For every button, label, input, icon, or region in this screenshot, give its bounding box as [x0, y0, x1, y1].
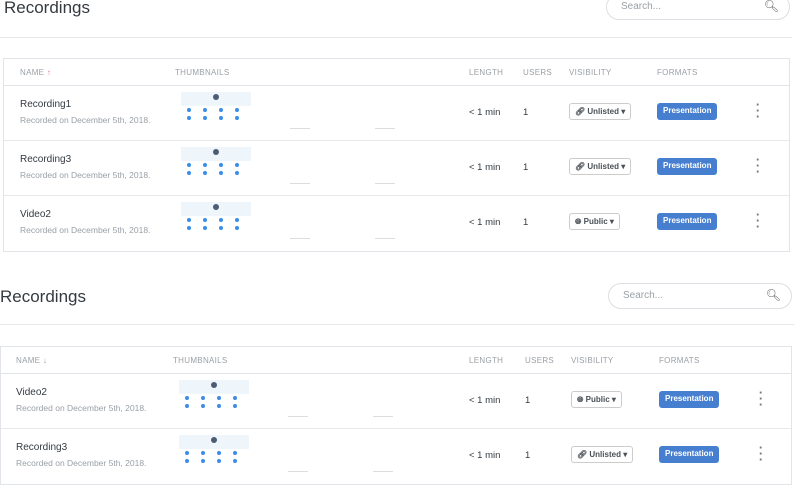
- search-placeholder: Search...: [621, 1, 662, 12]
- recordings-table: NAME ↓ THUMBNAILS LENGTH USERS VISIBILIT…: [0, 346, 792, 485]
- thumbnail-caption: [373, 416, 393, 417]
- thumbnail-caption: [375, 238, 395, 239]
- column-length[interactable]: LENGTH: [469, 68, 504, 77]
- more-options-icon[interactable]: · · ·: [758, 440, 764, 467]
- recorded-date: Recorded on December 5th, 2018.: [20, 115, 151, 125]
- column-name[interactable]: NAME ↑: [20, 68, 52, 77]
- thumbnail[interactable]: [179, 380, 249, 416]
- thumbnail-caption: [290, 238, 310, 239]
- sort-arrow-icon: ↑: [46, 68, 52, 77]
- caret-down-icon: ▾: [621, 107, 626, 116]
- search-input[interactable]: Search... 🔍︎: [606, 0, 790, 20]
- visibility-dropdown[interactable]: 🌐︎ Public ▾: [571, 391, 622, 408]
- globe-icon: 🌐︎: [575, 217, 582, 226]
- presentation-format-button[interactable]: Presentation: [659, 446, 720, 463]
- column-name[interactable]: NAME ↓: [16, 356, 48, 365]
- visibility-dropdown[interactable]: 🔗︎ Unlisted ▾: [571, 446, 634, 463]
- thumbnail-caption: [288, 416, 308, 417]
- recording-length: < 1 min: [469, 107, 501, 118]
- presentation-format-button[interactable]: Presentation: [657, 213, 718, 230]
- recording-name[interactable]: Video2: [20, 209, 51, 220]
- thumbnail-caption: [373, 471, 393, 472]
- search-icon[interactable]: 🔍︎: [763, 0, 779, 13]
- section-title: Recordings: [4, 0, 90, 17]
- search-placeholder: Search...: [623, 290, 664, 301]
- column-thumbnails: THUMBNAILS: [173, 356, 228, 365]
- recording-name[interactable]: Recording1: [20, 99, 72, 110]
- visibility-value: Unlisted: [589, 450, 621, 459]
- thumbnail[interactable]: [181, 147, 251, 183]
- thumbnail[interactable]: [181, 202, 251, 238]
- recording-users: 1: [525, 450, 531, 461]
- column-visibility[interactable]: VISIBILITY: [571, 356, 614, 365]
- presentation-format-button[interactable]: Presentation: [659, 391, 720, 408]
- recording-name[interactable]: Recording3: [20, 154, 72, 165]
- table-row: Recording1 Recorded on December 5th, 201…: [4, 86, 789, 141]
- section-title: Recordings: [0, 287, 86, 306]
- link-icon: 🔗︎: [575, 162, 586, 171]
- link-icon: 🔗︎: [577, 450, 588, 459]
- recording-name[interactable]: Recording3: [16, 442, 68, 453]
- visibility-dropdown[interactable]: 🔗︎ Unlisted ▾: [569, 103, 632, 120]
- thumbnail-caption: [375, 128, 395, 129]
- search-input[interactable]: Search... 🔍︎: [608, 283, 792, 309]
- more-options-icon[interactable]: · · ·: [755, 207, 761, 234]
- link-icon: 🔗︎: [575, 107, 586, 116]
- recorded-date: Recorded on December 5th, 2018.: [16, 458, 147, 468]
- divider: [0, 324, 794, 325]
- sort-arrow-icon: ↓: [42, 356, 48, 365]
- visibility-value: Public: [585, 395, 610, 404]
- recording-users: 1: [523, 107, 529, 118]
- more-options-icon[interactable]: · · ·: [755, 97, 761, 124]
- more-options-icon[interactable]: · · ·: [755, 152, 761, 179]
- column-formats[interactable]: FORMATS: [657, 68, 698, 77]
- visibility-value: Unlisted: [587, 107, 619, 116]
- recording-length: < 1 min: [469, 217, 501, 228]
- recording-users: 1: [525, 395, 531, 406]
- column-thumbnails: THUMBNAILS: [175, 68, 230, 77]
- column-formats[interactable]: FORMATS: [659, 356, 700, 365]
- table-row: Video2 Recorded on December 5th, 2018. <…: [1, 374, 791, 429]
- thumbnail[interactable]: [181, 92, 251, 128]
- recording-length: < 1 min: [469, 450, 501, 461]
- table-row: Video2 Recorded on December 5th, 2018. <…: [4, 196, 789, 251]
- visibility-value: Public: [583, 217, 608, 226]
- recorded-date: Recorded on December 5th, 2018.: [20, 170, 151, 180]
- visibility-dropdown[interactable]: 🔗︎ Unlisted ▾: [569, 158, 632, 175]
- recording-users: 1: [523, 217, 529, 228]
- recordings-table: NAME ↑ THUMBNAILS LENGTH USERS VISIBILIT…: [3, 58, 790, 252]
- divider: [0, 37, 792, 38]
- caret-down-icon: ▾: [621, 162, 626, 171]
- visibility-dropdown[interactable]: 🌐︎ Public ▾: [569, 213, 620, 230]
- thumbnail-caption: [290, 128, 310, 129]
- recording-length: < 1 min: [469, 395, 501, 406]
- column-users[interactable]: USERS: [525, 356, 555, 365]
- recording-users: 1: [523, 162, 529, 173]
- column-length[interactable]: LENGTH: [469, 356, 504, 365]
- more-options-icon[interactable]: · · ·: [758, 385, 764, 412]
- caret-down-icon: ▾: [611, 395, 616, 404]
- table-row: Recording3 Recorded on December 5th, 201…: [4, 141, 789, 196]
- thumbnail-caption: [290, 183, 310, 184]
- thumbnail-caption: [288, 471, 308, 472]
- table-header: NAME ↓ THUMBNAILS LENGTH USERS VISIBILIT…: [1, 347, 791, 374]
- recording-name[interactable]: Video2: [16, 387, 47, 398]
- recording-length: < 1 min: [469, 162, 501, 173]
- visibility-value: Unlisted: [587, 162, 619, 171]
- column-users[interactable]: USERS: [523, 68, 553, 77]
- recorded-date: Recorded on December 5th, 2018.: [20, 225, 151, 235]
- table-row: Recording3 Recorded on December 5th, 201…: [1, 429, 791, 484]
- presentation-format-button[interactable]: Presentation: [657, 103, 718, 120]
- table-header: NAME ↑ THUMBNAILS LENGTH USERS VISIBILIT…: [4, 59, 789, 86]
- recorded-date: Recorded on December 5th, 2018.: [16, 403, 147, 413]
- caret-down-icon: ▾: [609, 217, 614, 226]
- thumbnail[interactable]: [179, 435, 249, 471]
- globe-icon: 🌐︎: [577, 395, 584, 404]
- thumbnail-caption: [375, 183, 395, 184]
- caret-down-icon: ▾: [623, 450, 628, 459]
- presentation-format-button[interactable]: Presentation: [657, 158, 718, 175]
- search-icon[interactable]: 🔍︎: [765, 288, 781, 302]
- column-visibility[interactable]: VISIBILITY: [569, 68, 612, 77]
